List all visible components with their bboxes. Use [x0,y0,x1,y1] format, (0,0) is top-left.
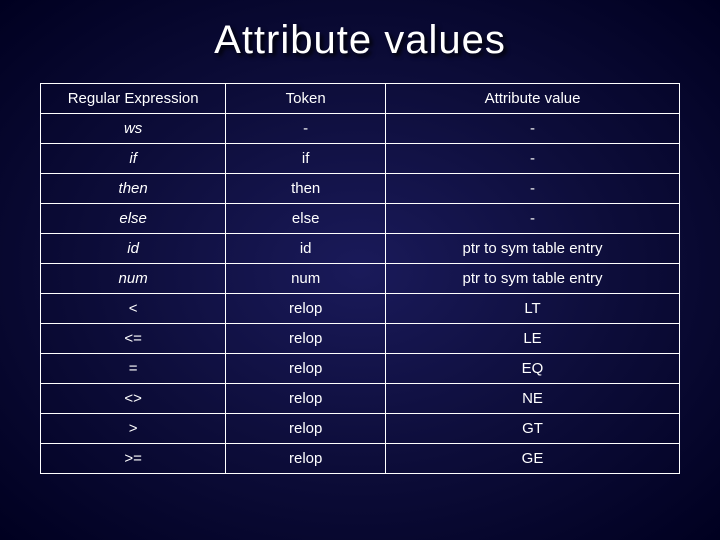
cell-token: relop [226,414,386,444]
table-row: ididptr to sym table entry [41,234,680,264]
table-row: ifif- [41,144,680,174]
table-row: thenthen- [41,174,680,204]
table-body: ws--ifif-thenthen-elseelse-ididptr to sy… [41,114,680,474]
cell-regex: num [41,264,226,294]
cell-token: if [226,144,386,174]
table-row: numnumptr to sym table entry [41,264,680,294]
cell-attr: NE [386,384,680,414]
cell-regex: <> [41,384,226,414]
table-row: >=relopGE [41,444,680,474]
cell-regex: ws [41,114,226,144]
table-row: elseelse- [41,204,680,234]
cell-attr: LT [386,294,680,324]
cell-token: relop [226,384,386,414]
table-row: <=relopLE [41,324,680,354]
cell-attr: LE [386,324,680,354]
cell-regex: = [41,354,226,384]
cell-token: relop [226,324,386,354]
table-row: >relopGT [41,414,680,444]
cell-attr: EQ [386,354,680,384]
cell-regex: then [41,174,226,204]
cell-attr: ptr to sym table entry [386,234,680,264]
cell-token: relop [226,354,386,384]
cell-regex: <= [41,324,226,354]
cell-attr: - [386,114,680,144]
cell-attr: - [386,144,680,174]
table-row: <relopLT [41,294,680,324]
cell-token: - [226,114,386,144]
cell-regex: id [41,234,226,264]
cell-attr: GE [386,444,680,474]
cell-token: relop [226,294,386,324]
cell-regex: if [41,144,226,174]
table-row: =relopEQ [41,354,680,384]
table-header-row: Regular Expression Token Attribute value [41,84,680,114]
table-row: ws-- [41,114,680,144]
cell-regex: else [41,204,226,234]
cell-regex: < [41,294,226,324]
header-token: Token [226,84,386,114]
cell-attr: - [386,174,680,204]
cell-attr: GT [386,414,680,444]
cell-attr: ptr to sym table entry [386,264,680,294]
cell-token: else [226,204,386,234]
cell-attr: - [386,204,680,234]
page-title: Attribute values [214,18,506,63]
cell-token: relop [226,444,386,474]
header-regex: Regular Expression [41,84,226,114]
attribute-table-container: Regular Expression Token Attribute value… [40,83,680,474]
cell-token: then [226,174,386,204]
attribute-table: Regular Expression Token Attribute value… [40,83,680,474]
table-row: <>relopNE [41,384,680,414]
cell-regex: >= [41,444,226,474]
cell-token: num [226,264,386,294]
header-attr: Attribute value [386,84,680,114]
cell-token: id [226,234,386,264]
cell-regex: > [41,414,226,444]
